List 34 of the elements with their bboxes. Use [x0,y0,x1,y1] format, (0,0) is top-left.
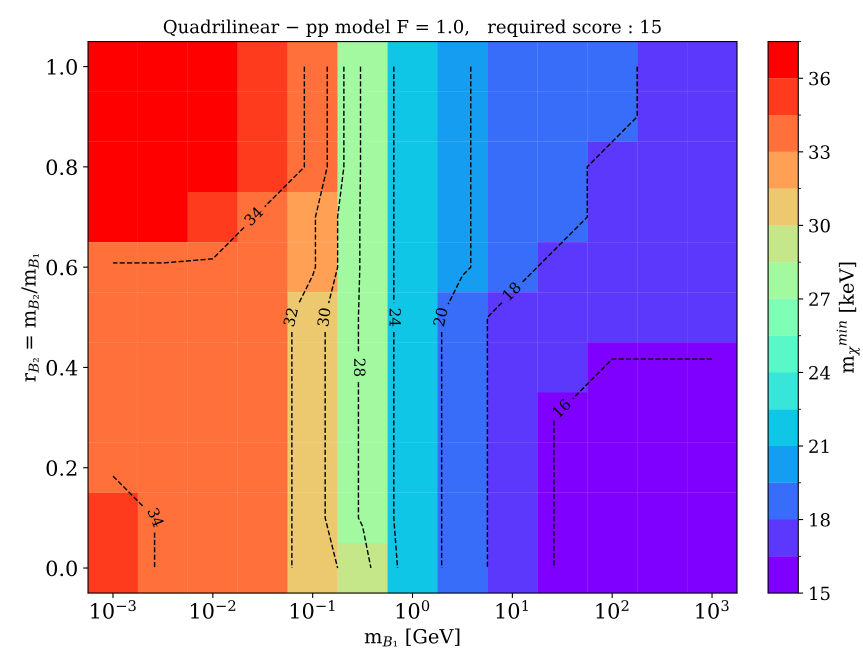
x-tick-label: 10$^{−3}$ [91,600,136,619]
color-bar-title: m$_{χ}$$^{min}$ [keV] [836,262,860,373]
annotation: 32 [282,308,298,327]
color-bar-label: 21 [809,439,828,453]
annotation: 30 [317,308,331,326]
annotation: 20 [432,307,448,327]
color-bar-label: 24 [809,366,830,380]
y-tick-label: 0.8 [46,159,77,176]
color-bar-label: 15 [810,586,830,600]
x-tick-label: 10$^{0}$ [396,600,430,619]
color-bar-label: 36 [809,72,830,86]
x-tick-label: 10$^{−2}$ [190,600,236,619]
annotation: 28 [354,358,366,376]
y-tick-label: 1.0 [48,59,77,75]
x-axis-title: m$_{B₁}$ [GeV] [364,628,460,646]
annotation: 18 [502,281,522,301]
color-bar-label: 30 [809,218,830,232]
y-tick-label: 0.6 [46,260,77,276]
annotation: 16 [552,398,572,418]
x-tick-label: 10$^{2}$ [596,600,628,619]
x-tick-label: 10$^{3}$ [696,600,729,619]
text: 34 [147,507,165,528]
annotation: 34 [243,206,264,226]
y-tick-label: 0.2 [46,460,76,476]
x-tick-label: 10$^{1}$ [496,600,528,619]
y-axis-title: r$_{B₂}$ = m$_{B₂}$/m$_{B₁}$ [21,254,39,382]
chart-title: Quadrilinear − pp model F = 1.0, required score : 15 [164,19,661,37]
x-tick-label: 10$^{−1}$ [290,600,334,619]
y-tick-label: 0.0 [46,560,77,576]
color-bar-label: 18 [810,513,830,527]
color-bar-label: 33 [809,145,830,159]
annotation: 24 [390,308,401,326]
y-tick-label: 0.4 [46,360,78,376]
color-bar-label: 27 [809,292,830,306]
